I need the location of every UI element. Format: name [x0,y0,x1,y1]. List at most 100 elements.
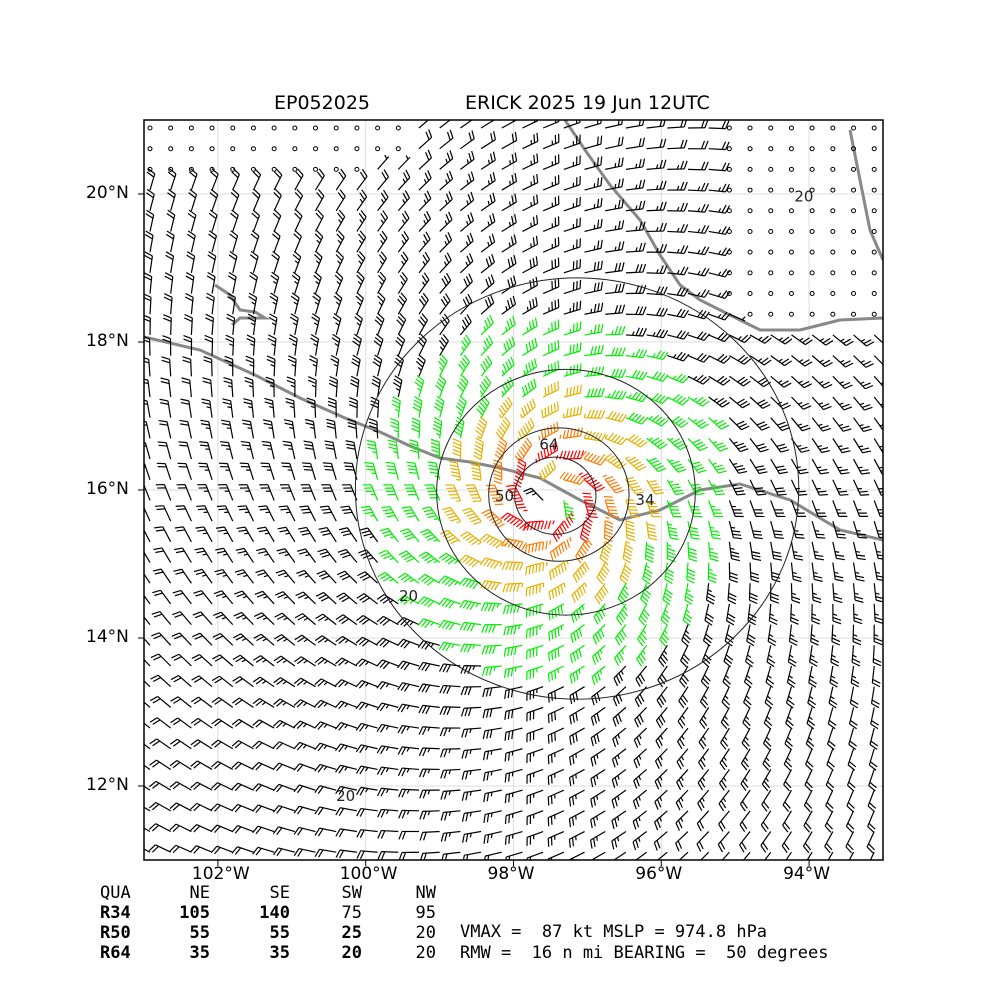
wind-barb [223,376,234,398]
wind-barb [438,641,461,652]
wind-barb [605,241,625,253]
wind-barb [637,624,648,647]
wind-barb [314,742,337,752]
wind-barb [811,541,825,561]
wind-barb [770,500,786,518]
wind-barb [262,419,275,439]
wind-barb [605,136,624,150]
wind-barb [230,209,239,232]
wind-barb [376,615,399,626]
wind-barb [397,251,409,274]
wind-barb [152,568,172,584]
wind-barb [440,830,461,842]
wind-barb [625,120,645,129]
wind-barb [612,727,627,748]
wind-barb [832,520,847,539]
wind-barb [717,831,730,853]
wind-barb [414,375,425,398]
wind-barb [313,271,322,294]
wind-barb [238,484,255,501]
wind-barb [480,274,495,294]
wind-barb [788,291,794,297]
wind-barb [277,526,296,543]
wind-barb [314,656,337,667]
wind-barb [327,397,337,418]
wind-barb [281,462,296,480]
wind-barb [811,396,832,411]
wind-barb [547,810,565,827]
wind-barb [785,851,792,860]
wind-barb [465,484,482,502]
wind-barb [480,602,502,612]
wind-barb [726,270,732,276]
wind-barb [726,125,732,131]
wind-barb [870,686,880,709]
wind-barb [211,697,234,708]
wind-barb [747,146,753,152]
wind-barb [252,676,275,688]
wind-barb [332,313,342,336]
wind-barb [336,570,358,584]
wind-barb [419,810,440,820]
wind-barb [437,354,448,377]
wind-barb [144,701,151,708]
wind-barb [687,352,710,363]
wind-barb [811,500,827,517]
wind-barb [625,369,648,381]
wind-barb [590,789,606,808]
wind-barb [177,462,192,480]
wind-barb [832,375,853,390]
wind-barb [723,645,734,668]
wind-barb [591,665,606,686]
wind-barb [851,249,857,255]
wind-barb [291,271,301,294]
wind-barb [548,644,565,662]
wind-barb [460,686,482,696]
wind-barb [290,292,300,315]
wind-barb [439,272,452,294]
wind-barb [605,120,623,129]
wind-barb [548,603,565,621]
wind-barb [594,582,609,605]
wind-barb [584,387,605,398]
wind-barb [144,484,151,501]
wind-barb [273,168,283,191]
wind-barb [144,463,151,480]
wind-barb [846,789,855,813]
wind-barb [324,440,337,460]
wind-barb [611,831,627,850]
wind-barb [548,582,566,601]
wind-barb [187,209,197,232]
wind-barb [271,146,277,152]
wind-barb [522,338,538,357]
wind-barb [548,560,569,581]
wind-barb [311,313,321,336]
wind-barb [701,645,712,668]
wind-barb [271,166,277,172]
wind-barb [592,624,606,645]
wind-barb [853,355,874,368]
wind-barb [279,484,296,501]
table-cell: 55 [189,923,210,943]
wind-barb [743,686,752,709]
wind-barb [233,633,254,646]
wind-barb [535,441,559,464]
wind-barb [398,809,420,819]
wind-barb [398,830,419,840]
wind-barb [720,707,730,730]
wind-barb [335,250,345,274]
wind-barb [770,375,792,388]
wind-barb [176,484,192,501]
wind-barb [273,655,296,667]
wind-barb [873,624,883,646]
wind-barb [216,505,234,522]
wind-barb [646,307,668,317]
wind-barb [808,665,817,688]
contour-line [514,456,597,535]
wind-barb [542,340,560,357]
wind-barb [184,292,194,315]
wind-barb [356,829,378,838]
wind-barb [229,230,239,253]
wind-barb [832,417,852,432]
wind-barb [811,334,834,346]
